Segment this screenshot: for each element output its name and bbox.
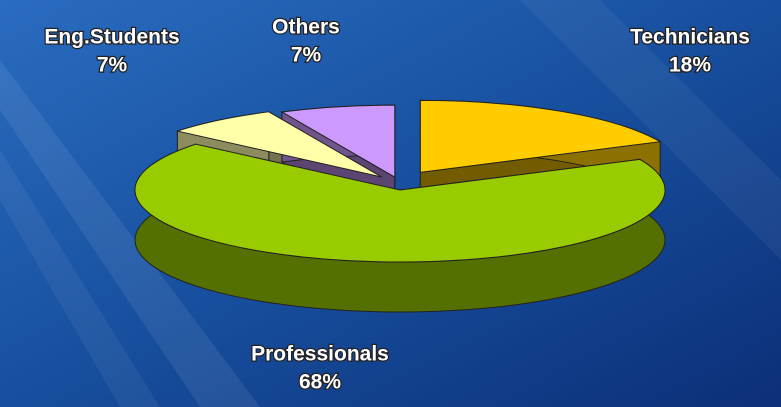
slice (419, 99, 662, 173)
slice (134, 143, 666, 263)
slice-label: Others (272, 16, 340, 39)
slice-value-label: 18% (669, 54, 711, 77)
streak (520, 0, 781, 260)
slice (280, 104, 396, 178)
labels: Technicians 18% Professionals 68% Eng.Studen… (43, 14, 751, 395)
slice-label: Professionals (251, 343, 389, 366)
tops (134, 99, 666, 263)
slice-label: Eng.Students (44, 26, 179, 49)
slice-value-label: 7% (291, 44, 322, 67)
slice-label: Technicians (630, 26, 750, 49)
slice-value-label: 68% (299, 371, 341, 394)
slice (175, 111, 382, 178)
streak (0, 150, 160, 407)
slice-value-label: 7% (97, 54, 128, 77)
streak (0, 60, 260, 407)
